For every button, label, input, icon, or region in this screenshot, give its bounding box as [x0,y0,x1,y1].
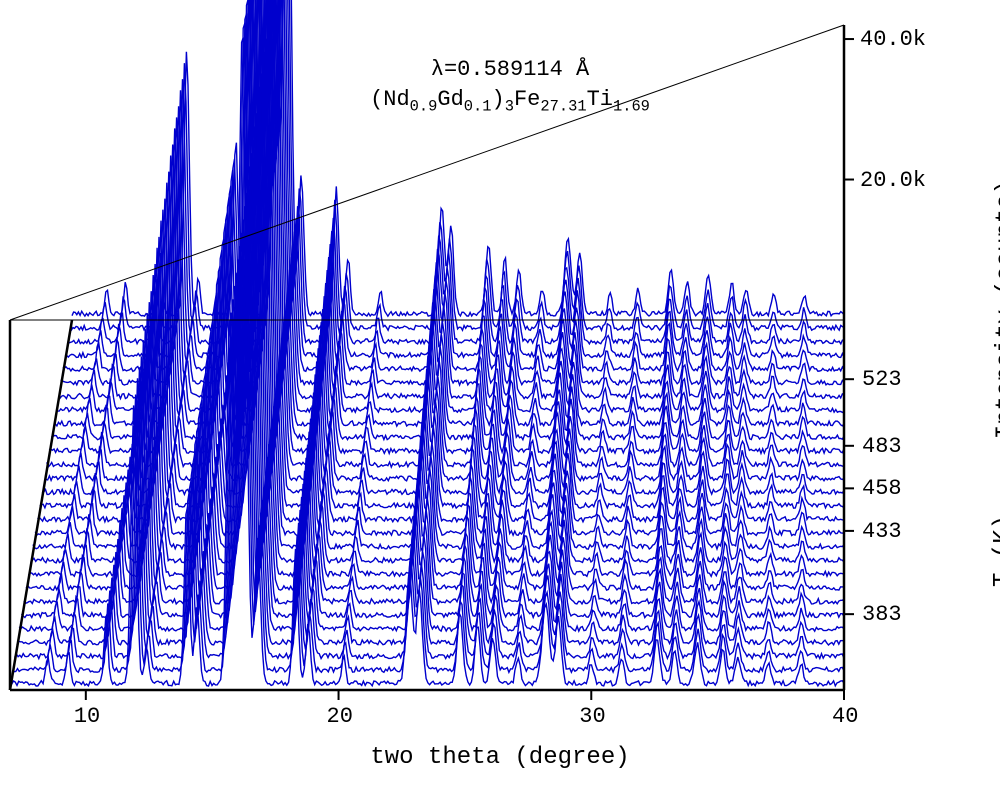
formula-text: (Nd0.9Gd0.1)3Fe27.31Ti1.69 [340,85,680,117]
lambda-text: λ=0.589114 Å [340,55,680,85]
x-tick-label: 20 [327,704,353,729]
xrd-waterfall-plot [0,0,1000,789]
intensity-tick-label: 40.0k [860,27,926,52]
temperature-tick-label: 523 [862,367,902,392]
temperature-tick-label: 383 [862,602,902,627]
intensity-axis-label: Intensity (counts) [992,180,1000,439]
temperature-tick-label: 433 [862,519,902,544]
chart-container: λ=0.589114 Å (Nd0.9Gd0.1)3Fe27.31Ti1.69 … [0,0,1000,789]
x-tick-label: 40 [832,704,858,729]
chart-annotation: λ=0.589114 Å (Nd0.9Gd0.1)3Fe27.31Ti1.69 [340,55,680,117]
temperature-axis-label: T (K) [990,515,1000,587]
x-tick-label: 30 [579,704,605,729]
temperature-tick-label: 483 [862,434,902,459]
diffraction-curve [70,0,844,330]
temperature-tick-label: 458 [862,476,902,501]
diffraction-curve [72,0,844,316]
x-axis-label: two theta (degree) [370,744,629,771]
x-tick-label: 10 [74,704,100,729]
intensity-tick-label: 20.0k [860,168,926,193]
